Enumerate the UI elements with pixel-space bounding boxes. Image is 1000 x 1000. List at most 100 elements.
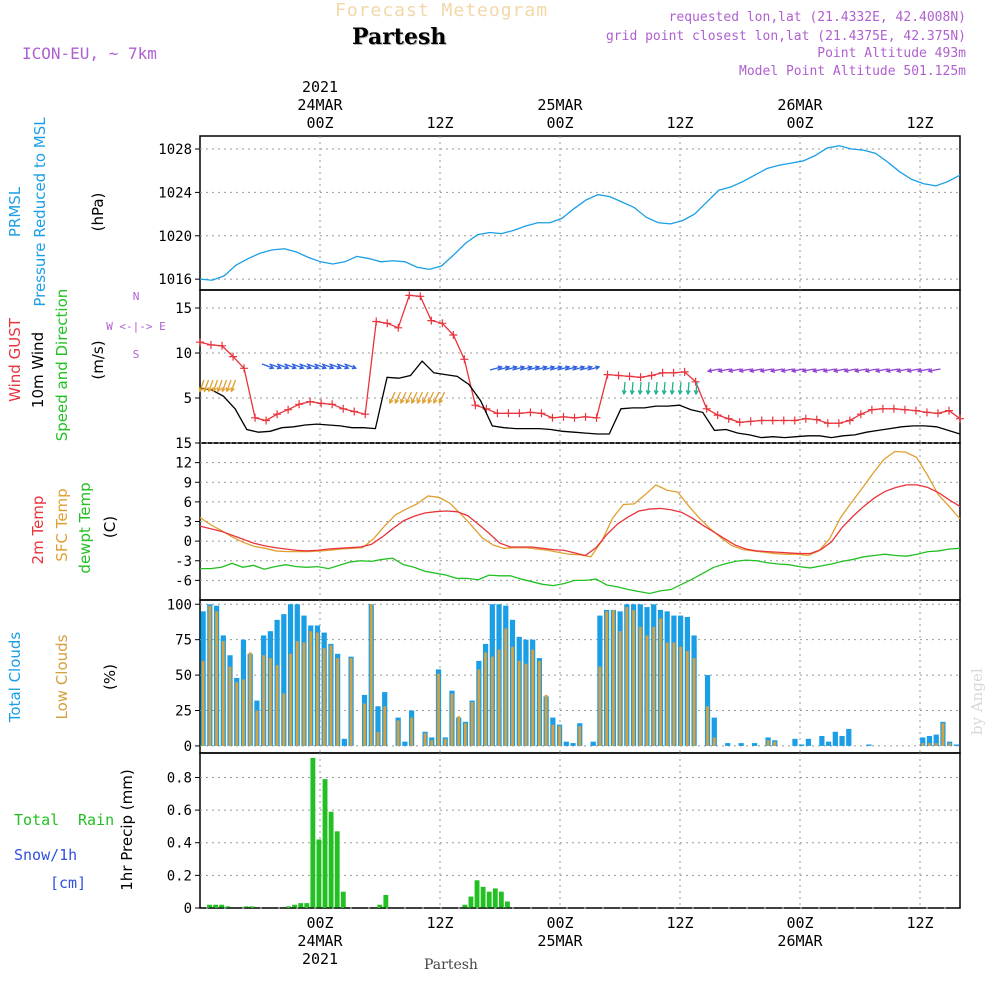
total-clouds-bar bbox=[926, 736, 933, 746]
ytick-label: 0.4 bbox=[167, 836, 192, 852]
total-clouds-label: Total Clouds bbox=[6, 632, 24, 724]
top-time-label: 00Z bbox=[546, 114, 573, 132]
low-clouds-bar bbox=[611, 609, 615, 746]
gust-series-line-point bbox=[834, 419, 843, 428]
low-clouds-bar bbox=[659, 618, 662, 746]
gust-series-line-point bbox=[515, 409, 524, 418]
wind-arrowhead bbox=[394, 398, 400, 405]
wind-arrowhead bbox=[276, 364, 283, 370]
wind-arrow bbox=[400, 391, 407, 404]
wind-arrow bbox=[781, 368, 794, 372]
wind-arrowhead bbox=[422, 398, 427, 405]
wind-arrowhead bbox=[212, 387, 217, 393]
total-clouds-bar bbox=[402, 741, 408, 746]
wind-arrowhead bbox=[299, 364, 305, 370]
total-clouds-bar bbox=[832, 731, 838, 746]
rain-bar bbox=[249, 906, 255, 908]
wind-arrowhead bbox=[389, 398, 394, 405]
wind-arrowhead bbox=[677, 390, 683, 396]
rain-bar bbox=[377, 904, 383, 908]
wind-arrow bbox=[208, 379, 214, 392]
low-clouds-bar bbox=[208, 605, 212, 746]
wind-arrowhead bbox=[291, 364, 298, 370]
temp-unit-label: (C) bbox=[101, 516, 119, 538]
wind-arrow bbox=[708, 368, 721, 372]
gust-series-line-point bbox=[295, 400, 304, 409]
wind-arrowhead bbox=[351, 364, 358, 370]
total-clouds-bar bbox=[799, 744, 805, 746]
wind-arrow bbox=[497, 366, 510, 371]
rain-bar bbox=[328, 811, 334, 908]
wind-arrow bbox=[405, 391, 413, 404]
gust-series-line-point bbox=[625, 372, 634, 381]
rain-bar bbox=[243, 906, 249, 908]
wind-arrowhead bbox=[864, 368, 870, 373]
wind-arrow bbox=[504, 366, 517, 371]
gust-series-line-point bbox=[636, 373, 645, 382]
wind-gust-label: Wind GUST bbox=[6, 317, 24, 402]
gust-series-line-point bbox=[724, 414, 733, 423]
low-clouds-bar bbox=[329, 645, 333, 746]
wind-arrowhead bbox=[512, 365, 518, 371]
gust-series-line-point bbox=[526, 408, 535, 417]
ytick-label: 0.8 bbox=[167, 770, 192, 786]
wind-arrow bbox=[411, 391, 418, 404]
bottom-time-label: 12Z bbox=[426, 914, 453, 932]
gust-series-line-point bbox=[339, 404, 348, 413]
low-clouds-bar bbox=[928, 743, 931, 746]
wind-arrowhead bbox=[906, 368, 912, 373]
ytick-label: 3 bbox=[184, 515, 192, 531]
wind-arrowhead bbox=[717, 368, 723, 373]
gust-series-line-point bbox=[449, 331, 458, 339]
gust-series-line-point bbox=[284, 405, 293, 414]
low-clouds-bar bbox=[598, 666, 602, 746]
gust-series-line-point bbox=[581, 412, 590, 421]
low-clouds-bar bbox=[558, 726, 561, 746]
wind-arrow bbox=[306, 363, 319, 369]
gust-series-line-point bbox=[614, 371, 623, 380]
rain-bar bbox=[474, 880, 480, 908]
gust-series-line-point bbox=[702, 404, 711, 413]
gust-series-line-point bbox=[317, 399, 326, 408]
wind-arrow bbox=[221, 379, 228, 392]
low-clouds-bar bbox=[316, 632, 319, 746]
wind-arrow bbox=[907, 368, 920, 372]
gust-series-line-point bbox=[416, 292, 425, 301]
wind-arrow bbox=[876, 368, 889, 372]
gust-series-line-point bbox=[823, 419, 832, 428]
wind-arrowhead bbox=[336, 364, 343, 370]
wind-arrow bbox=[336, 363, 349, 369]
wind-arrow bbox=[217, 379, 223, 392]
wind-arrowhead bbox=[433, 398, 438, 405]
rain-bar bbox=[310, 757, 316, 908]
total-clouds-bar bbox=[839, 736, 845, 746]
low-clouds-bar bbox=[645, 635, 649, 746]
total-clouds-bar bbox=[805, 738, 812, 746]
low-clouds-bar bbox=[652, 626, 656, 746]
low-clouds-bar bbox=[618, 631, 622, 746]
rain-bar bbox=[225, 906, 231, 908]
total-clouds-bar bbox=[570, 743, 576, 746]
wind-arrowhead bbox=[706, 368, 713, 373]
low-clouds-bar bbox=[934, 743, 938, 746]
footer-location: Partesh bbox=[424, 957, 478, 973]
wind-arrowhead bbox=[572, 365, 578, 371]
wind-arrow bbox=[771, 368, 784, 372]
ytick-label: 100 bbox=[167, 597, 192, 613]
bottom-date-label: 24MAR bbox=[297, 932, 343, 950]
wind-arrowhead bbox=[895, 368, 902, 373]
ytick-label: 15 bbox=[175, 436, 192, 452]
wind-arrow bbox=[844, 368, 857, 372]
rain-bar bbox=[462, 904, 468, 908]
low-clouds-bar bbox=[712, 737, 716, 746]
wind-arrowhead bbox=[916, 368, 923, 373]
low-clouds-bar bbox=[679, 646, 683, 746]
pressure-unit-label: (hPa) bbox=[89, 193, 107, 232]
wind-arrowhead bbox=[550, 365, 556, 371]
ytick-label: 1024 bbox=[158, 185, 192, 201]
total-clouds-bar bbox=[341, 738, 347, 746]
pressure-label-full: Pressure Reduced to MSL bbox=[31, 117, 49, 307]
title-faded: Forecast Meteogram bbox=[335, 0, 549, 21]
wind-arrow bbox=[679, 381, 682, 395]
